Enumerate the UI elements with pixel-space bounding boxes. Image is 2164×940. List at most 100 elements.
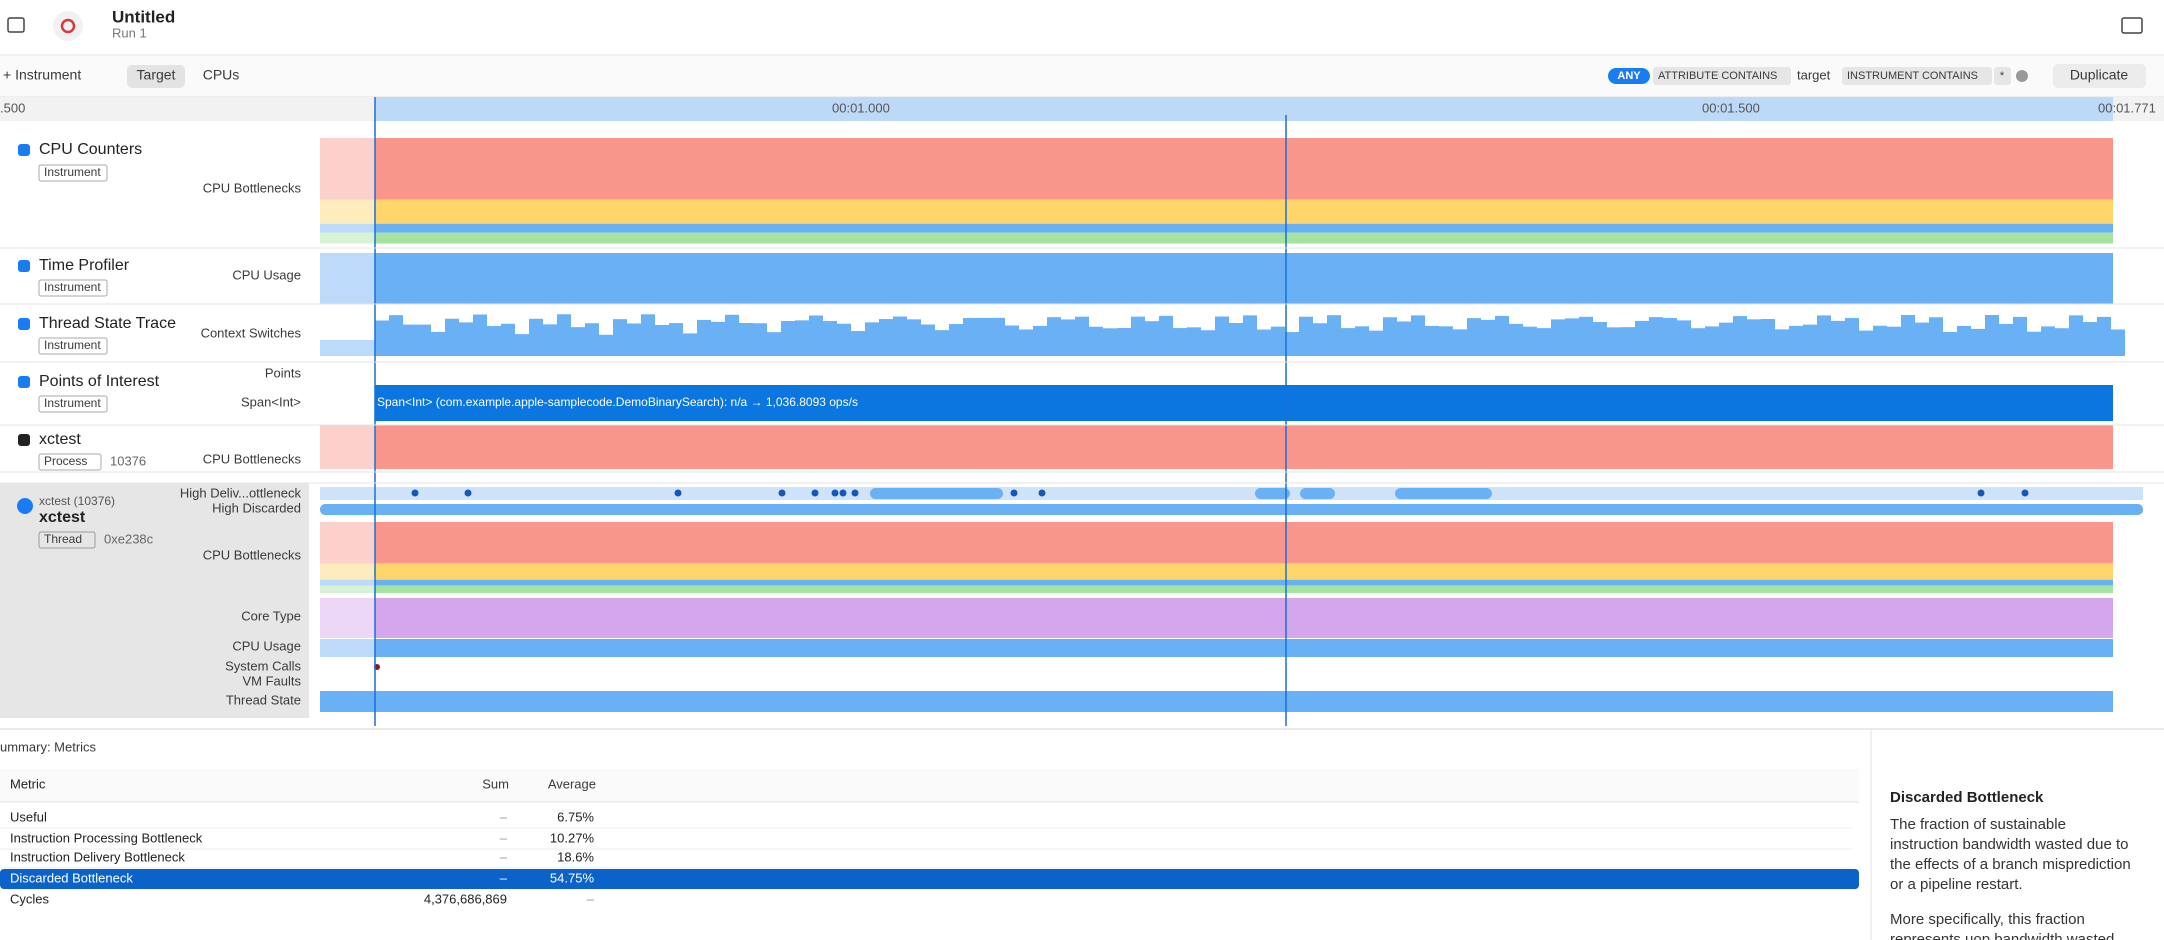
lane-fill <box>375 232 2113 244</box>
filter-token <box>1842 67 1992 85</box>
lane-fill <box>1145 321 1159 356</box>
summary-selector[interactable]: ummary: Metrics <box>0 739 97 754</box>
lane-fill <box>1285 332 1299 356</box>
lane-fill <box>1635 320 1649 356</box>
lane-fill <box>515 334 529 356</box>
lane-fill <box>1971 328 1985 356</box>
span-label: Span<Int> (com.example.apple-samplecode.… <box>377 395 858 409</box>
metric-average: 18.6% <box>557 849 594 864</box>
add-instrument[interactable]: + Instrument <box>3 67 81 83</box>
metric-name[interactable]: Discarded Bottleneck <box>10 870 133 885</box>
lane-fill <box>1509 323 1523 356</box>
lane-fill <box>1691 328 1705 356</box>
lane-dot <box>1010 489 1018 497</box>
lane-fill <box>1733 316 1747 356</box>
lane-dot <box>839 489 847 497</box>
scope-tab[interactable]: Target <box>137 67 176 83</box>
lane-fill <box>445 318 459 356</box>
lane-fill <box>1327 315 1341 356</box>
lane-fill <box>991 317 1005 356</box>
duplicate-button[interactable]: Duplicate <box>2070 67 2129 83</box>
scope-tab[interactable]: CPUs <box>203 67 240 83</box>
lane-fill <box>1411 315 1425 356</box>
inspector-text: The fraction of sustainable <box>1890 816 2066 833</box>
selected-row <box>0 869 1859 889</box>
lane-fill <box>1775 329 1789 356</box>
lane-fill <box>320 199 375 224</box>
filter-attribute[interactable]: ATTRIBUTE CONTAINS <box>1658 70 1777 82</box>
metric-name[interactable]: Useful <box>10 809 47 824</box>
metric-name[interactable]: Cycles <box>10 891 50 906</box>
column-header[interactable]: Sum <box>482 776 509 791</box>
thread-icon <box>17 498 33 514</box>
lane-fill <box>320 425 375 469</box>
lane-fill <box>711 321 725 356</box>
lane-fill <box>2027 331 2041 356</box>
lane-fill <box>1383 317 1397 356</box>
run-label: Run 1 <box>112 25 147 40</box>
track-name[interactable]: CPU Counters <box>39 141 142 158</box>
lane-fill <box>1985 315 1999 356</box>
track-tag[interactable]: Process <box>44 454 87 468</box>
filter-term[interactable]: target <box>1797 67 1831 82</box>
track-icon <box>18 260 30 272</box>
lane-fill <box>375 223 2113 233</box>
lane-fill <box>375 585 2113 594</box>
lane-fill <box>571 327 585 356</box>
lane-fill <box>1005 325 1019 356</box>
lane-label: Points <box>265 365 302 380</box>
tab-bg <box>127 65 185 88</box>
lane-fill <box>473 314 487 356</box>
lane-fill <box>320 223 375 233</box>
track-name[interactable]: Points of Interest <box>39 373 160 390</box>
inspector-text: or a pipeline restart. <box>1890 876 2023 893</box>
filter-any[interactable]: ANY <box>1617 70 1641 82</box>
lane-fill <box>320 585 375 594</box>
column-header[interactable]: Metric <box>10 776 46 791</box>
lane-fill <box>2041 326 2055 356</box>
lane-fill <box>375 598 2113 638</box>
table-header <box>0 769 1859 802</box>
ruler-label: 00:01.000 <box>832 100 890 115</box>
lane-fill <box>431 331 445 356</box>
toolbar <box>0 0 2164 55</box>
lane-fill <box>1397 321 1411 356</box>
lane-label: Span<Int> <box>241 394 301 409</box>
inspector-text: More specifically, this fraction <box>1890 911 2085 928</box>
track-tag-box <box>38 337 108 355</box>
column-header[interactable]: Average <box>548 776 596 791</box>
inspector-title: Discarded Bottleneck <box>1890 789 2044 806</box>
lane-fill <box>1439 326 1453 356</box>
track-name[interactable]: xctest <box>39 431 81 448</box>
lane-fill <box>1957 325 1971 356</box>
lane-fill <box>823 321 837 356</box>
filter-wildcard[interactable]: * <box>2000 70 2005 82</box>
lane-fill <box>2055 328 2069 356</box>
lane-fill <box>1187 327 1201 356</box>
lane-fill <box>1901 315 1915 356</box>
lane-fill <box>1789 325 1803 356</box>
track-name[interactable]: Thread State Trace <box>39 315 176 332</box>
lane-fill <box>529 318 543 356</box>
track-icon <box>18 318 30 330</box>
inspector-text: the effects of a branch misprediction <box>1890 856 2131 873</box>
metric-name[interactable]: Instruction Delivery Bottleneck <box>10 849 185 864</box>
metric-name[interactable]: Instruction Processing Bottleneck <box>10 830 203 845</box>
lane-fill <box>809 315 823 356</box>
lane-fill <box>320 232 375 244</box>
lane-dot <box>831 489 839 497</box>
filter-instrument[interactable]: INSTRUMENT CONTAINS <box>1847 70 1978 82</box>
thread-name: xctest <box>39 509 86 526</box>
lane-fill <box>1495 315 1509 356</box>
lane-fill <box>389 315 403 356</box>
lane-fill <box>375 522 2113 564</box>
track-name[interactable]: Time Profiler <box>39 257 130 274</box>
lane-fill <box>1747 319 1761 356</box>
lane-fill <box>375 563 2113 580</box>
lane-fill <box>320 340 375 356</box>
lane-fill <box>1047 317 1061 356</box>
lane-fill <box>613 319 627 356</box>
lane-fill <box>403 324 417 356</box>
lane-fill <box>641 314 655 356</box>
thread-kind[interactable]: Thread <box>44 532 82 546</box>
